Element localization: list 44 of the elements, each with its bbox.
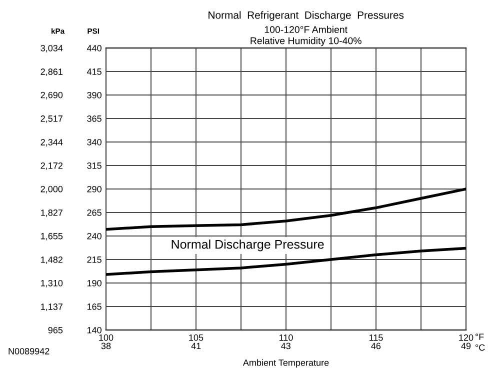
- y2-tick-label: 2,861: [40, 68, 63, 76]
- y-tick-label: 240: [87, 232, 102, 240]
- x-tick-label: 105: [189, 334, 204, 341]
- x-tick-label: 100: [99, 334, 114, 341]
- y-tick-label: 215: [87, 256, 102, 263]
- x-axis-title: Ambient Temperature: [242, 359, 329, 368]
- y2-tick-label: 2,690: [40, 92, 63, 100]
- y-tick-label: 265: [87, 209, 102, 216]
- y2-tick-label: 1,827: [41, 209, 62, 217]
- x2-tick-label: 46: [371, 342, 381, 350]
- y2-tick-label: 1,482: [41, 256, 62, 264]
- y2-tick-label: 2,000: [40, 186, 63, 194]
- y2-tick-label: 2,517: [40, 115, 62, 123]
- text: N0089942: [8, 348, 50, 354]
- y-tick-label: 390: [87, 92, 102, 98]
- y-tick-label: 365: [87, 115, 102, 122]
- y2-tick-label: 965: [48, 326, 63, 334]
- y-tick-label: 140: [87, 326, 102, 334]
- x2-tick-label: 49: [461, 342, 471, 350]
- y-tick-label: 440: [86, 44, 102, 52]
- y-tick-label: 190: [87, 280, 102, 286]
- y-tick-label: 290: [87, 186, 102, 192]
- text: °C: [476, 344, 485, 351]
- y-tick-label: 340: [87, 138, 102, 146]
- y-tick-label: 415: [86, 68, 102, 75]
- text: °F: [476, 334, 484, 340]
- y2-tick-label: 1,137: [41, 304, 62, 311]
- x2-tick-label: 41: [191, 342, 201, 350]
- x2-tick-label: 38: [101, 342, 111, 350]
- chart-title: Normal Refrigerant Discharge Pressures: [208, 11, 404, 21]
- x-tick-label: 120: [459, 334, 474, 341]
- annotation: Normal Discharge Pressure: [172, 240, 324, 252]
- y2-tick-label: 3,034: [40, 44, 63, 52]
- x-tick-label: 115: [369, 334, 383, 341]
- y-tick-label: 165: [87, 303, 102, 310]
- y-tick-label: 315: [87, 162, 102, 169]
- y2-tick-label: 2,172: [40, 162, 62, 170]
- y2-tick-label: 2,344: [40, 139, 63, 146]
- x-tick-label: 110: [279, 334, 293, 341]
- x2-tick-label: 43: [281, 342, 290, 350]
- chart-subtitle: 100-120°F Ambient Relative Humidity 10-40%: [250, 26, 362, 46]
- line-series: [106, 188, 466, 231]
- y2-tick-label: 1,310: [41, 280, 63, 288]
- y2-tick-label: 1,655: [41, 232, 63, 240]
